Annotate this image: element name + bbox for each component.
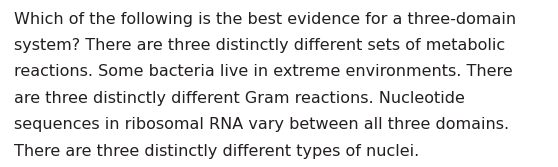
Text: There are three distinctly different types of nuclei.: There are three distinctly different typ… (14, 144, 419, 159)
Text: reactions. Some bacteria live in extreme environments. There: reactions. Some bacteria live in extreme… (14, 64, 513, 79)
Text: are three distinctly different Gram reactions. Nucleotide: are three distinctly different Gram reac… (14, 91, 465, 106)
Text: sequences in ribosomal RNA vary between all three domains.: sequences in ribosomal RNA vary between … (14, 117, 509, 132)
Text: system? There are three distinctly different sets of metabolic: system? There are three distinctly diffe… (14, 38, 505, 53)
Text: Which of the following is the best evidence for a three-domain: Which of the following is the best evide… (14, 12, 516, 27)
